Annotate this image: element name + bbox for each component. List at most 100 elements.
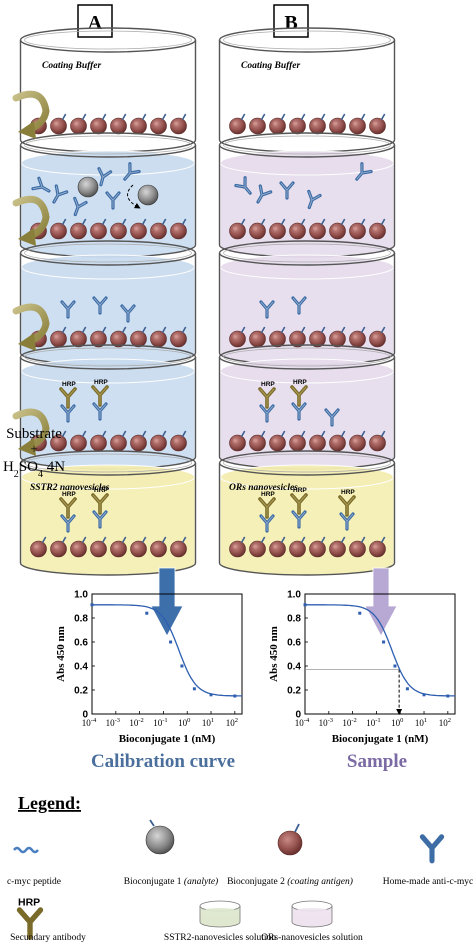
coating-bead (150, 117, 167, 135)
dish-rim (218, 27, 396, 53)
antibody-icon (234, 176, 252, 195)
x-tick-label: 10-1 (153, 717, 167, 728)
hrp-label: HRP (293, 379, 307, 386)
coating-bead (130, 222, 147, 240)
c-myc-peptide-icon (13, 846, 39, 854)
dish-wall (218, 40, 396, 153)
antibody-icon (52, 184, 69, 204)
hrp-label: HRP (261, 381, 275, 388)
dish-rim (218, 240, 396, 266)
antibody-icon (339, 512, 355, 531)
hrp-label: HRP (62, 381, 76, 388)
data-point (180, 664, 184, 668)
panel-letter-b: B (273, 4, 309, 38)
svg-text:H2SO4 4N: H2SO4 4N (3, 459, 65, 480)
data-point (446, 694, 450, 698)
coating-bead (369, 330, 386, 348)
svg-text:Substrate: Substrate (6, 426, 62, 442)
coating-bead (50, 540, 67, 558)
coating-bead (309, 222, 326, 240)
dish-wall (19, 40, 197, 153)
legend-label: SSTR2-nanovesicles solution (164, 933, 276, 943)
coating-bead (249, 434, 266, 452)
y-tick-label: 0 (82, 710, 88, 721)
svg-text:+: + (30, 441, 37, 456)
x-tick-label: 10-1 (366, 717, 380, 728)
chart-calibration: 0 0.2 0.4 0.6 0.8 1.0 10-4 10-3 10-2 10-1 100 101 10… (55, 590, 243, 745)
x-tick-label: 10-3 (319, 717, 333, 728)
coating-bead (309, 330, 326, 348)
coating-bead (289, 434, 306, 452)
series-curve (305, 604, 455, 697)
antibody-icon (291, 510, 307, 529)
x-tick-label: 100 (178, 717, 190, 728)
coating-bead (110, 117, 127, 135)
coating-bead (289, 117, 306, 135)
caption-calibration-curve: Calibration curve (91, 751, 235, 772)
data-point (393, 664, 397, 668)
x-tick-label: 10-4 (295, 717, 310, 728)
coating-bead (249, 222, 266, 240)
antibody-icon (123, 162, 141, 181)
legend-label: ORs-nanovesicles solution (261, 933, 363, 943)
antibody-icon (291, 402, 307, 421)
x-axis-label: Bioconjugate 1 (nM) (332, 733, 429, 745)
antibody-icon (259, 300, 275, 319)
y-tick-label: 0.8 (74, 614, 88, 625)
x-tick-label: 10-3 (106, 717, 120, 728)
bioconjugate-2-icon (277, 823, 303, 856)
antibody-icon (97, 167, 113, 187)
coating-bead (170, 540, 187, 558)
secondary-antibody-icon: HRP (290, 379, 308, 407)
coating-bead (269, 540, 286, 558)
y-tick-label: 0.4 (287, 662, 301, 673)
y-tick-label: 1.0 (74, 590, 88, 601)
coating-bead (30, 540, 47, 558)
coating-bead (130, 117, 147, 135)
coating-bead (170, 222, 187, 240)
antibody-icon (92, 296, 108, 315)
dish-rim (218, 450, 396, 476)
data-point (422, 693, 426, 697)
coating-bead (369, 540, 386, 558)
dish-rim (19, 240, 197, 266)
secondary-antibody-icon: HRP (91, 487, 109, 515)
x-tick-label: 101 (415, 717, 427, 728)
step-arrow (12, 195, 50, 246)
antibody-icon (259, 404, 275, 423)
x-tick-label: 102 (226, 717, 238, 728)
coating-bead (70, 117, 87, 135)
coating-bead (249, 330, 266, 348)
data-point (145, 611, 149, 615)
legend-title: Legend: (18, 793, 81, 813)
dish-rim (19, 450, 197, 476)
y-axis-label: Abs 450 nm (268, 626, 280, 682)
coating-bead (289, 222, 306, 240)
coating-bead (329, 434, 346, 452)
coating-bead (309, 540, 326, 558)
coating-bead (90, 117, 107, 135)
x-tick-label: 10-2 (342, 717, 356, 728)
y-tick-label: 0.4 (74, 662, 88, 673)
series-curve (92, 604, 242, 697)
coating-bead (90, 540, 107, 558)
secondary-antibody-icon: HRP (258, 491, 276, 519)
coating-bead (309, 434, 326, 452)
coating-bead (229, 222, 246, 240)
coating-bead (249, 117, 266, 135)
coating-bead (229, 330, 246, 348)
secondary-antibody-icon: HRP (258, 381, 276, 409)
dish-solution (220, 267, 394, 365)
coating-bead (349, 434, 366, 452)
coating-bead (369, 222, 386, 240)
hrp-label: HRP (94, 487, 108, 494)
analyte-bead (77, 176, 99, 198)
secondary-antibody-icon: HRP (91, 379, 109, 407)
y-tick-label: 0.6 (287, 638, 301, 649)
y-tick-label: 0.8 (287, 614, 301, 625)
x-tick-label: 10-2 (129, 717, 143, 728)
coating-bead (349, 222, 366, 240)
step-arrow (12, 303, 50, 351)
secondary-antibody-icon: HRP (59, 491, 77, 519)
